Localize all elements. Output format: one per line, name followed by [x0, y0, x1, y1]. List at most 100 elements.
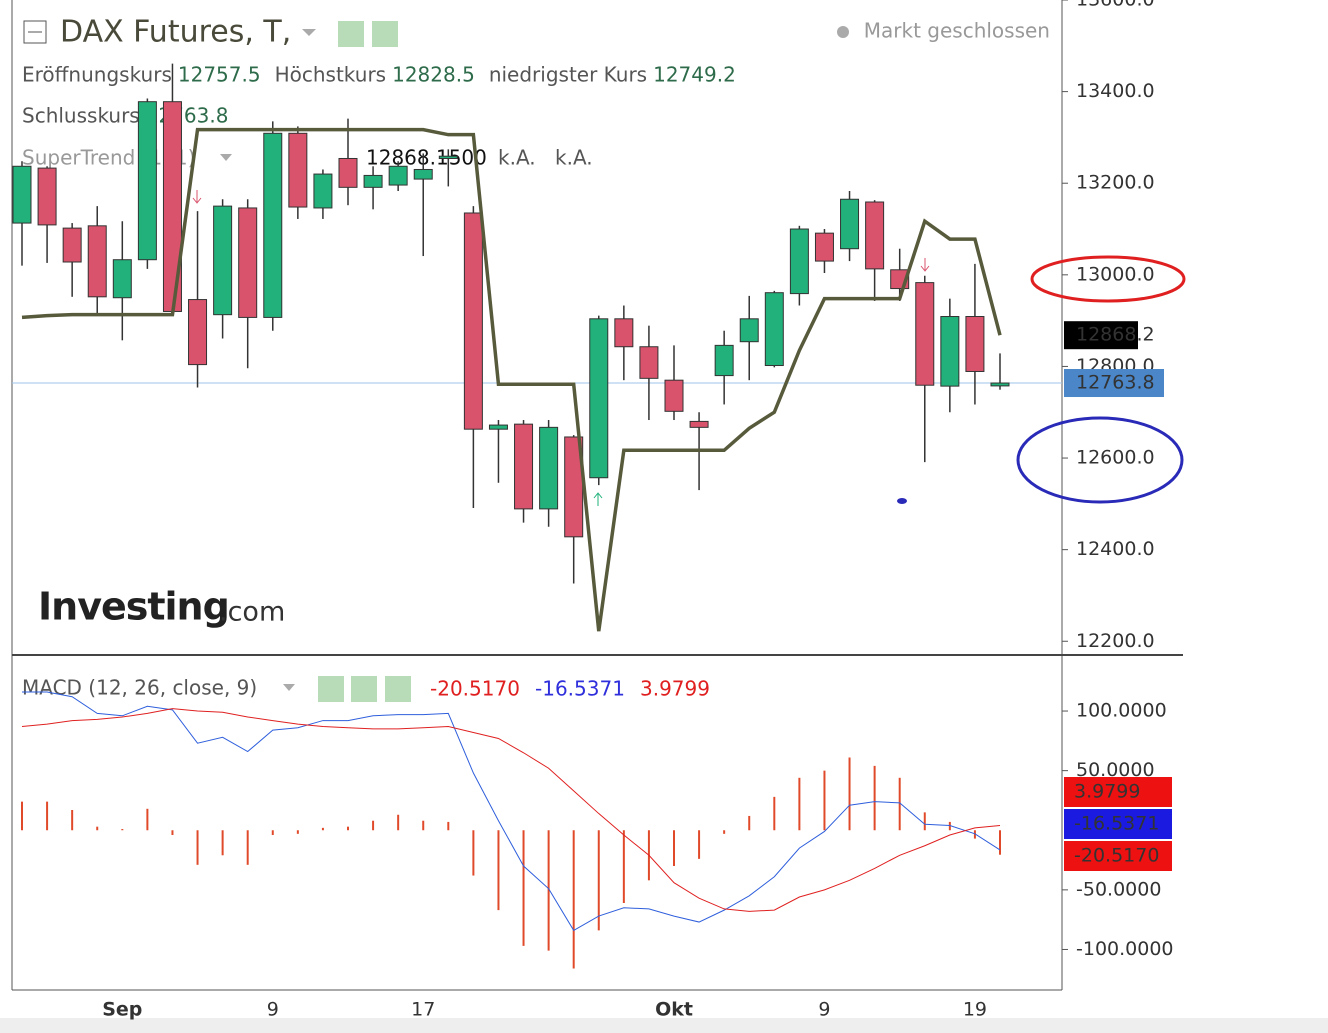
value-tag-label: -16.5371: [1074, 813, 1159, 835]
value-tag: [1064, 841, 1172, 871]
settings-icon[interactable]: [351, 676, 377, 702]
legend-value: 12828.5: [392, 63, 475, 87]
legend-label: Höchstkurs: [275, 63, 387, 87]
price-tag: [1064, 321, 1138, 350]
candle-body: [689, 420, 709, 428]
candle-body: [639, 346, 659, 379]
value-tag: [1064, 809, 1172, 839]
status: Markt geschlossen: [864, 19, 1050, 43]
dropdown-icon[interactable]: [283, 684, 295, 691]
price-tag-label: 12763.8: [1076, 372, 1155, 394]
candle-body: [840, 198, 860, 250]
y-tick-label: 13200.0: [1076, 172, 1155, 194]
indicator-extra: k.A.: [498, 146, 536, 170]
candle-body: [965, 316, 985, 372]
candle-body: [990, 382, 1010, 387]
price-tag-label: 12868.2: [1076, 324, 1155, 346]
legend-label: Schlusskurs: [22, 104, 140, 128]
settings-icon[interactable]: [372, 21, 398, 47]
candle-body: [714, 344, 734, 377]
eye-icon[interactable]: [318, 676, 344, 702]
candle-body: [12, 165, 32, 224]
candle-body: [313, 173, 333, 209]
indicator-value: 12868.1500: [366, 146, 487, 170]
candle-body: [915, 282, 935, 386]
legend-value: 12763.8: [146, 104, 229, 128]
candle-body: [37, 167, 57, 226]
candle-body: [514, 423, 534, 510]
bottom-strip: [0, 1018, 1328, 1033]
macd-value: -20.5170: [430, 677, 520, 701]
legend-value: 12749.2: [653, 63, 736, 87]
candle-body: [664, 379, 684, 412]
candle-body: [263, 132, 283, 318]
y-tick-label: 13000.0: [1076, 263, 1155, 285]
y-tick-label: -100.0000: [1076, 938, 1174, 960]
y-tick-label: 12600.0: [1076, 447, 1155, 469]
candle-body: [137, 101, 157, 261]
y-tick-label: 13400.0: [1076, 80, 1155, 102]
legend-value: 12757.5: [178, 63, 261, 87]
candle-body: [739, 318, 759, 343]
x-tick-label: 9: [267, 999, 279, 1021]
ohlc-legend: Eröffnungskurs 12757.5 Höchstkurs 12828.5 ni…: [22, 63, 736, 128]
dropdown-icon[interactable]: [302, 29, 316, 36]
macd-value: 3.9799: [640, 677, 710, 701]
y-tick-label: 12400.0: [1076, 538, 1155, 560]
candle-body: [338, 157, 358, 188]
supertrend-line: [21, 127, 1002, 632]
y-tick-label: -50.0000: [1076, 878, 1161, 900]
candle-body: [614, 318, 634, 348]
candle-body: [438, 155, 458, 159]
macd-line: [22, 691, 1001, 932]
x-tick-label: Okt: [655, 999, 693, 1021]
watermark: Investing: [38, 585, 229, 629]
y-tick-label: 100.0000: [1076, 700, 1167, 722]
macd-value: -16.5371: [535, 677, 625, 701]
macd-title: MACD (12, 26, close, 9): [22, 676, 257, 700]
value-tag-label: -20.5170: [1074, 845, 1159, 867]
candle-body: [413, 168, 433, 180]
signal-arrow: [192, 190, 202, 204]
value-tag: [1064, 777, 1172, 807]
candle-body: [589, 318, 609, 479]
price-tag: [1064, 369, 1164, 398]
collapse-icon[interactable]: [23, 20, 47, 44]
watermark: .com: [219, 597, 285, 628]
candle-body: [488, 424, 508, 430]
eye-icon[interactable]: [338, 21, 364, 47]
indicator-extra: k.A.: [555, 146, 593, 170]
value-tag-label: 3.9799: [1074, 781, 1140, 803]
legend-label: Eröffnungskurs: [22, 63, 172, 87]
annotation-ellipse: [1030, 255, 1186, 303]
candle-body: [388, 165, 408, 186]
remove-icon[interactable]: [385, 676, 411, 702]
x-tick-label: 19: [963, 999, 987, 1021]
candle-body: [238, 207, 258, 318]
candle-body: [940, 316, 960, 387]
annotation-ellipse: [1016, 416, 1184, 504]
candle-body: [87, 225, 107, 298]
candle-body: [463, 212, 483, 430]
macd-line: [21, 708, 1001, 912]
candle-body: [865, 201, 885, 270]
candle-body: [789, 228, 809, 295]
y-tick-label: 13600.0: [1076, 0, 1155, 11]
signal-arrow: [920, 258, 930, 272]
plot: 13600.013400.013200.013000.012800.012600…: [12, 0, 1174, 1021]
candle-body: [62, 227, 82, 263]
candle-body: [814, 232, 834, 262]
candle-body: [112, 259, 132, 299]
signal-arrow: [593, 492, 603, 506]
candle-body: [764, 292, 784, 367]
x-tick-label: 9: [818, 999, 830, 1021]
x-tick-label: Sep: [102, 999, 142, 1021]
annotation-dot: [897, 498, 907, 504]
candle-body: [288, 132, 308, 208]
candle-body: [539, 426, 559, 510]
candle-body: [213, 205, 233, 316]
dropdown-icon[interactable]: [220, 154, 232, 161]
y-tick-label: 50.0000: [1076, 759, 1155, 781]
